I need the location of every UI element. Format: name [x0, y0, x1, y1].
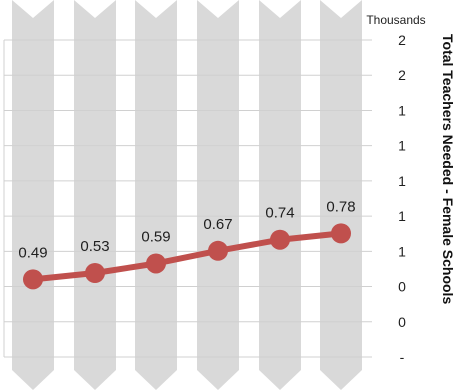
- data-label-4: 0.67: [203, 216, 232, 233]
- data-point-6: [331, 223, 351, 244]
- chevron-column-3: [135, 0, 177, 390]
- series-line: [30, 230, 344, 283]
- y-axis-tick-labels: - 0 0 1 1 1 1 1 2 2: [398, 32, 406, 365]
- data-label-1: 0.49: [18, 244, 47, 261]
- y-tick-label: 0: [398, 314, 406, 330]
- y-axis-display-unit: Thousands: [366, 13, 425, 27]
- y-tick-label: 1: [398, 208, 406, 224]
- data-point-1: [23, 269, 43, 290]
- data-label-6: 0.78: [326, 198, 355, 215]
- y-tick-label: 2: [398, 67, 406, 83]
- data-labels: 0.49 0.53 0.59 0.67 0.74 0.78: [18, 198, 355, 261]
- data-label-3: 0.59: [141, 228, 170, 245]
- y-tick-label: -: [400, 349, 405, 365]
- chevron-column-2: [74, 0, 116, 390]
- chevron-column-6: [320, 0, 362, 390]
- y-tick-label: 0: [398, 279, 406, 295]
- chevron-column-4: [197, 0, 239, 390]
- chevron-column-5: [259, 0, 301, 390]
- data-point-5: [270, 229, 290, 250]
- y-tick-label: 1: [398, 138, 406, 154]
- y-axis-title: Total Teachers Needed - Female Schools: [440, 34, 456, 304]
- y-tick-label: 1: [398, 102, 406, 118]
- data-point-4: [208, 240, 228, 261]
- data-point-3: [146, 253, 166, 274]
- y-tick-label: 1: [398, 243, 406, 259]
- gridlines: [3, 39, 372, 358]
- y-tick-label: 2: [398, 32, 406, 48]
- data-label-2: 0.53: [80, 238, 109, 255]
- data-label-5: 0.74: [265, 205, 294, 222]
- background-chevrons: [12, 0, 362, 390]
- y-tick-label: 1: [398, 173, 406, 189]
- line-series: [23, 223, 351, 290]
- chevron-column-1: [12, 0, 54, 390]
- data-point-2: [85, 262, 105, 283]
